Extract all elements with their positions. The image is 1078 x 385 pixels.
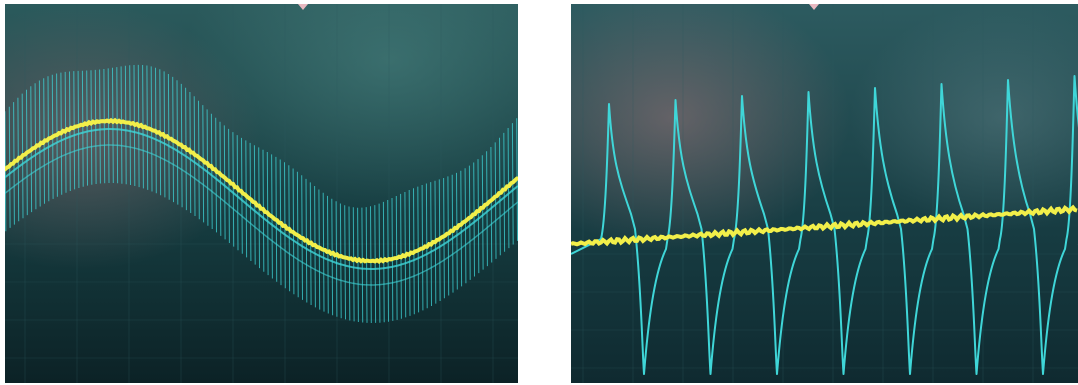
channel-1-waveform xyxy=(5,117,518,265)
oscilloscope-trace-left xyxy=(5,4,518,383)
channel-1-waveform xyxy=(571,204,1078,247)
channel-1-trace xyxy=(571,204,1078,247)
trigger-marker-icon xyxy=(809,4,819,10)
oscilloscope-screen-left xyxy=(5,4,518,383)
trigger-marker-icon xyxy=(298,4,308,10)
channel-2-envelope xyxy=(5,128,518,270)
channel-2-envelope xyxy=(5,144,518,286)
oscilloscope-screen-right xyxy=(571,4,1078,383)
channel-2-waveform xyxy=(571,75,1078,375)
channel-1-trace xyxy=(5,117,518,265)
graticule-grid xyxy=(571,4,1078,383)
oscilloscope-trace-right xyxy=(571,4,1078,383)
channel-2-trace xyxy=(571,75,1078,375)
